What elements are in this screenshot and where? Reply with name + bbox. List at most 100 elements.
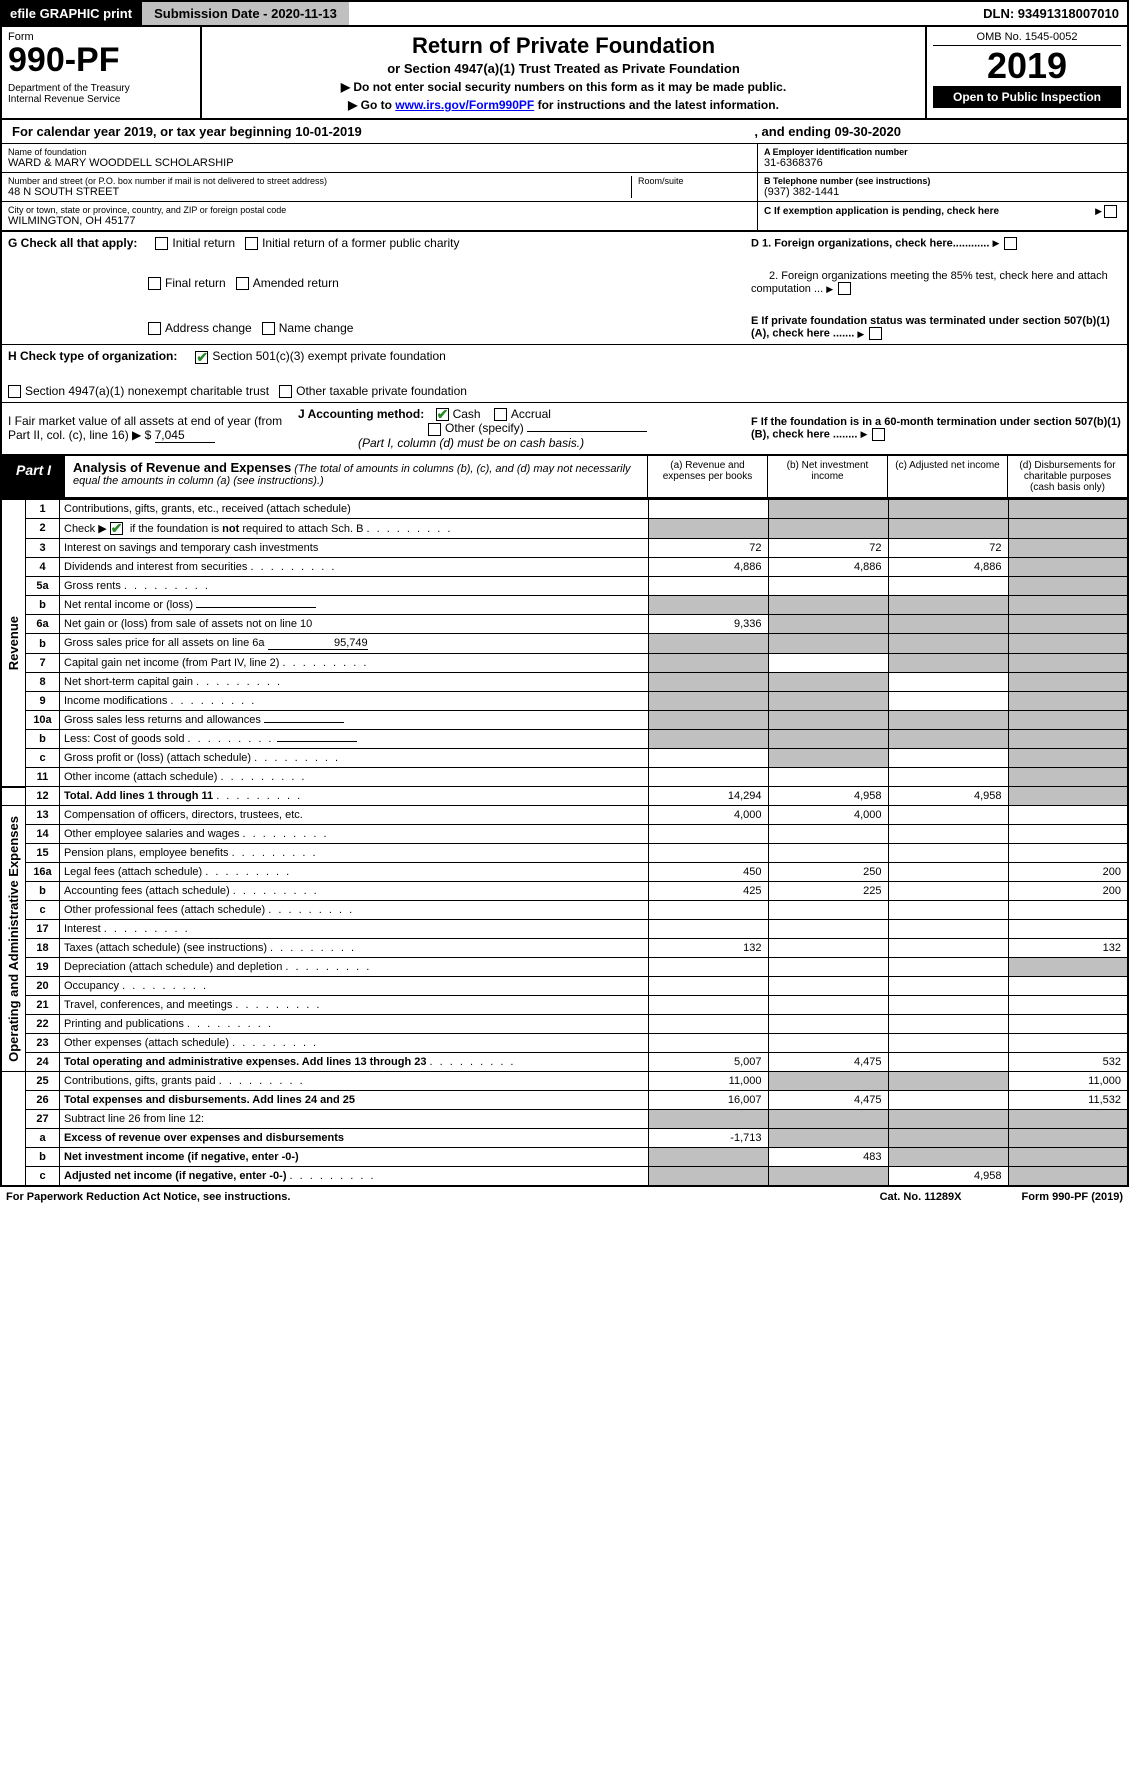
cell-a: [648, 901, 768, 920]
g-final-checkbox[interactable]: [148, 277, 161, 290]
table-row: 2 Check ▶ if the foundation is not requi…: [1, 518, 1128, 539]
table-row: bAccounting fees (attach schedule) 42522…: [1, 882, 1128, 901]
line-desc: Compensation of officers, directors, tru…: [60, 806, 649, 825]
cell-c: 4,886: [888, 558, 1008, 577]
j-other-checkbox[interactable]: [428, 423, 441, 436]
cell-a: 9,336: [648, 615, 768, 634]
g-addr-checkbox[interactable]: [148, 322, 161, 335]
i-lead: I Fair market value of all assets at end…: [8, 414, 282, 442]
cell-b: [768, 844, 888, 863]
cell-a: [648, 977, 768, 996]
cell-c: [888, 634, 1008, 654]
cell-a: [648, 996, 768, 1015]
table-row: 6aNet gain or (loss) from sale of assets…: [1, 615, 1128, 634]
cell-d: [1008, 844, 1128, 863]
dots: [170, 695, 256, 707]
form-990pf-page: efile GRAPHIC print Submission Date - 20…: [0, 0, 1129, 1207]
cell-c: [888, 863, 1008, 882]
table-row: 8Net short-term capital gain: [1, 673, 1128, 692]
line-num: 26: [26, 1091, 60, 1110]
inline-box: [264, 722, 344, 723]
cell-b: [768, 901, 888, 920]
cell-a: [648, 1034, 768, 1053]
identity-right: A Employer identification number 31-6368…: [757, 144, 1127, 230]
cell-d: [1008, 977, 1128, 996]
inline-box: [277, 741, 357, 742]
table-row: 26Total expenses and disbursements. Add …: [1, 1091, 1128, 1110]
dots: [290, 1170, 376, 1182]
dots: [232, 1037, 318, 1049]
cell-c: [888, 768, 1008, 787]
cell-a: [648, 1148, 768, 1167]
line-num: 13: [26, 806, 60, 825]
h-4947-checkbox[interactable]: [8, 385, 21, 398]
cell-d: [1008, 518, 1128, 539]
cell-b: 4,475: [768, 1091, 888, 1110]
cell-d: [1008, 1167, 1128, 1187]
cell-a: 4,000: [648, 806, 768, 825]
c-checkbox[interactable]: [1104, 205, 1117, 218]
j-cash-checkbox[interactable]: [436, 408, 449, 421]
line-desc: Gross rents: [60, 577, 649, 596]
g-amended-checkbox[interactable]: [236, 277, 249, 290]
j-accrual-checkbox[interactable]: [494, 408, 507, 421]
inline-box: [196, 607, 316, 608]
table-row: 27Subtract line 26 from line 12:: [1, 1110, 1128, 1129]
sch-b-checkbox[interactable]: [110, 522, 123, 535]
top-bar: efile GRAPHIC print Submission Date - 20…: [0, 0, 1129, 27]
h-other-checkbox[interactable]: [279, 385, 292, 398]
arrow-icon: [857, 328, 866, 340]
line-desc: Contributions, gifts, grants paid: [60, 1072, 649, 1091]
line-num: 16a: [26, 863, 60, 882]
cell-a: [648, 1167, 768, 1187]
cell-a: [648, 692, 768, 711]
cell-b: [768, 749, 888, 768]
cell-b: 4,958: [768, 787, 888, 806]
cell-b: 483: [768, 1148, 888, 1167]
table-row: 18Taxes (attach schedule) (see instructi…: [1, 939, 1128, 958]
d2-checkbox[interactable]: [838, 282, 851, 295]
inline-value: 95,749: [268, 637, 368, 650]
line-desc: Net short-term capital gain: [60, 673, 649, 692]
submission-date: Submission Date - 2020-11-13: [140, 2, 349, 25]
g-name-checkbox[interactable]: [262, 322, 275, 335]
h-501c3-checkbox[interactable]: [195, 351, 208, 364]
cell-b: 4,475: [768, 1053, 888, 1072]
line-desc: Income modifications: [60, 692, 649, 711]
irs-link[interactable]: www.irs.gov/Form990PF: [395, 98, 534, 112]
g-amended: Amended return: [236, 276, 339, 290]
line-num: c: [26, 1167, 60, 1187]
city-cell: City or town, state or province, country…: [2, 202, 757, 230]
cell-c: [888, 749, 1008, 768]
cell-b: 225: [768, 882, 888, 901]
cell-b: [768, 1015, 888, 1034]
line-desc: Adjusted net income (if negative, enter …: [60, 1167, 649, 1187]
cell-a: -1,713: [648, 1129, 768, 1148]
line-num: 11: [26, 768, 60, 787]
line-num: 14: [26, 825, 60, 844]
part1-tag: Part I: [2, 456, 65, 497]
line-desc: Gross sales price for all assets on line…: [60, 634, 649, 654]
cell-b: [768, 825, 888, 844]
cell-d: [1008, 539, 1128, 558]
cell-c: [888, 518, 1008, 539]
cell-b: [768, 499, 888, 518]
dots: [243, 828, 329, 840]
line-num: 27: [26, 1110, 60, 1129]
j-note: (Part I, column (d) must be on cash basi…: [358, 436, 584, 450]
j-cash: Cash: [453, 407, 481, 421]
e-checkbox[interactable]: [869, 327, 882, 340]
form-title: Return of Private Foundation: [212, 33, 915, 59]
g-initial-former-checkbox[interactable]: [245, 237, 258, 250]
cal-begin: For calendar year 2019, or tax year begi…: [12, 124, 362, 139]
line-desc: Gross profit or (loss) (attach schedule): [60, 749, 649, 768]
f-checkbox[interactable]: [872, 428, 885, 441]
d1-checkbox[interactable]: [1004, 237, 1017, 250]
form-header: Form 990-PF Department of the Treasury I…: [0, 27, 1129, 120]
cell-a: [648, 596, 768, 615]
cell-a: [648, 711, 768, 730]
line-num: 7: [26, 654, 60, 673]
cell-a: [648, 577, 768, 596]
g-initial-checkbox[interactable]: [155, 237, 168, 250]
cell-b: [768, 596, 888, 615]
